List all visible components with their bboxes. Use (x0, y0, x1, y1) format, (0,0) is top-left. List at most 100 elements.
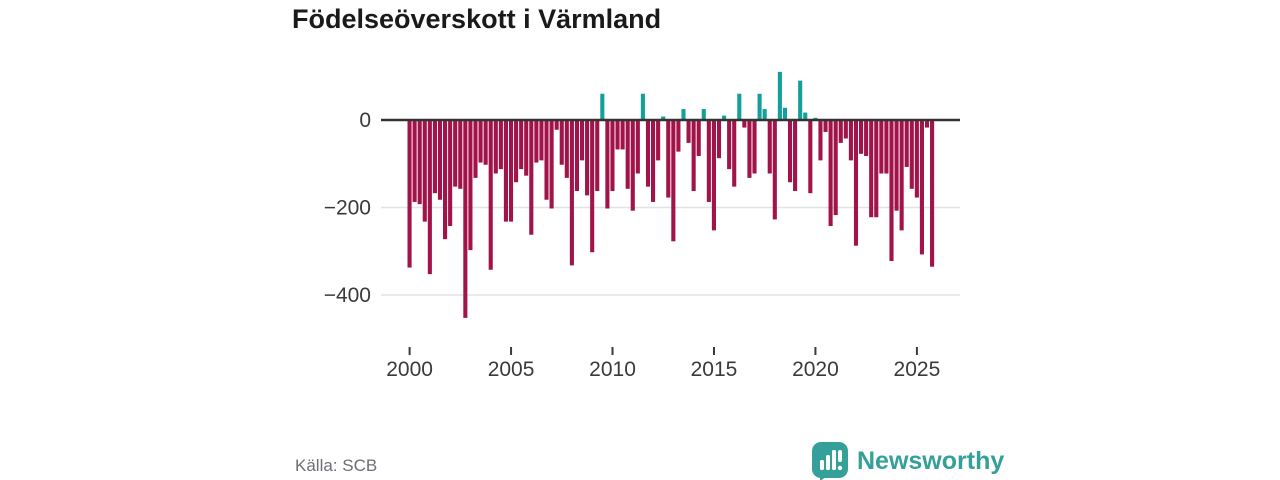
bar-2016Q4 (747, 121, 752, 178)
bar-2014Q4 (706, 121, 711, 202)
bar-2010Q2 (615, 121, 620, 150)
x-tick-label: 2020 (792, 358, 839, 381)
x-tick-label: 2015 (691, 358, 738, 381)
bar-2023Q1 (874, 121, 879, 218)
bar-2003Q1 (468, 121, 473, 251)
bar-2000Q2 (412, 121, 417, 202)
y-tick-label: 0 (359, 109, 371, 132)
bar-2025Q4 (930, 121, 935, 267)
bar-2013Q1 (671, 121, 676, 242)
bar-2000Q3 (417, 121, 422, 205)
bar-2006Q1 (529, 121, 534, 235)
bar-2019Q2 (798, 80, 803, 120)
bar-2000Q1 (407, 121, 412, 268)
bar-2001Q3 (437, 121, 443, 200)
bar-2002Q2 (453, 121, 458, 187)
bar-2013Q4 (686, 121, 691, 143)
bar-2024Q2 (899, 121, 904, 231)
bar-2008Q1 (569, 121, 574, 266)
bar-2011Q3 (640, 93, 645, 120)
bar-2018Q2 (777, 71, 782, 120)
bar-2013Q2 (676, 121, 681, 152)
bar-2017Q2 (757, 93, 762, 120)
bar-2002Q1 (448, 121, 453, 226)
bar-2024Q4 (909, 121, 914, 189)
bar-2022Q4 (869, 121, 874, 218)
bar-2001Q1 (427, 121, 432, 275)
bar-2007Q4 (564, 121, 569, 178)
bar-2003Q3 (478, 121, 483, 163)
bar-2022Q1 (853, 121, 859, 246)
bar-2018Q3 (782, 107, 788, 120)
bar-2017Q1 (752, 121, 757, 174)
bar-2002Q3 (458, 121, 463, 189)
bar-2021Q3 (843, 121, 848, 139)
x-tick-label: 2005 (488, 358, 535, 381)
bar-2024Q1 (894, 121, 899, 211)
bar-2009Q2 (595, 121, 600, 191)
bar-2011Q4 (645, 121, 651, 187)
bar-2022Q2 (858, 121, 864, 154)
x-tick-label: 2010 (589, 358, 636, 381)
bar-2012Q1 (651, 121, 656, 202)
x-tick-label: 2025 (894, 358, 941, 381)
y-tick-label: −200 (324, 197, 371, 220)
bar-2010Q4 (625, 121, 630, 189)
bar-2015Q2 (716, 121, 722, 159)
bar-2019Q4 (808, 121, 813, 194)
bar-2023Q2 (879, 121, 884, 174)
bar-2007Q2 (554, 121, 559, 130)
bar-2017Q3 (762, 109, 767, 120)
bar-2021Q1 (833, 121, 838, 216)
bar-2020Q2 (818, 121, 823, 161)
bar-2005Q4 (524, 121, 529, 176)
bar-2015Q4 (727, 121, 732, 170)
bar-2015Q3 (722, 115, 727, 120)
bar-2005Q2 (514, 121, 519, 183)
bar-2004Q1 (488, 121, 493, 270)
y-tick-label: −400 (324, 284, 371, 307)
x-tick-label: 2000 (386, 358, 433, 381)
bar-2002Q4 (463, 121, 468, 318)
bar-2007Q1 (549, 121, 554, 209)
bar-2010Q3 (620, 121, 625, 150)
bar-2000Q4 (422, 121, 427, 222)
bar-2025Q3 (924, 121, 930, 128)
bar-2018Q1 (772, 121, 777, 220)
bar-2023Q4 (889, 121, 894, 261)
bar-2014Q2 (696, 121, 701, 156)
bar-2009Q4 (605, 121, 610, 209)
bar-2024Q3 (904, 121, 909, 167)
bar-2014Q3 (701, 109, 706, 120)
newsworthy-wordmark: Newsworthy (857, 447, 1005, 475)
bar-2018Q4 (787, 121, 793, 183)
bar-2008Q2 (574, 121, 580, 191)
bar-2023Q3 (884, 121, 889, 174)
bar-2020Q3 (823, 121, 828, 132)
bar-2003Q2 (473, 121, 478, 178)
bar-2022Q3 (864, 121, 869, 156)
bar-2021Q2 (838, 121, 843, 143)
bar-2012Q4 (666, 121, 671, 198)
bar-2020Q4 (828, 121, 833, 226)
bar-2008Q3 (579, 121, 585, 161)
bar-2006Q3 (539, 121, 544, 161)
bar-2021Q4 (848, 121, 853, 161)
bar-2012Q3 (661, 116, 666, 120)
bar-2019Q1 (793, 121, 798, 191)
bar-2009Q1 (590, 121, 595, 253)
bar-2004Q3 (498, 121, 503, 170)
bar-2005Q3 (519, 121, 524, 170)
chart-title: Födelseöverskott i Värmland (292, 4, 662, 34)
bar-2003Q4 (483, 121, 488, 165)
bar-2016Q2 (737, 93, 742, 120)
bar-2025Q2 (919, 121, 924, 255)
bar-2001Q2 (432, 121, 437, 194)
bar-2016Q1 (732, 121, 737, 187)
bar-2006Q2 (534, 121, 539, 163)
bar-2015Q1 (711, 121, 716, 231)
bar-2019Q3 (803, 112, 808, 120)
bar-2016Q3 (742, 121, 747, 128)
